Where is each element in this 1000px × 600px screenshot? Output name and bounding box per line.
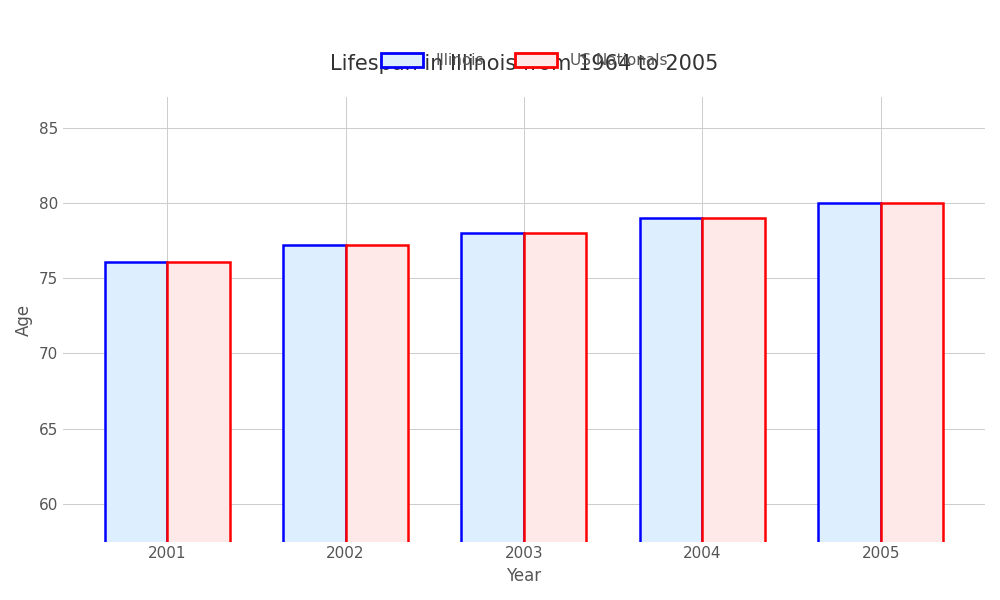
Bar (105, 262, 167, 600)
Bar (167, 262, 230, 600)
Legend: Illinois, US Nationals: Illinois, US Nationals (375, 47, 673, 74)
X-axis label: Year: Year (506, 567, 541, 585)
Bar (640, 218, 702, 600)
Bar (818, 203, 881, 600)
Title: Lifespan in Illinois from 1964 to 2005: Lifespan in Illinois from 1964 to 2005 (330, 53, 718, 74)
Bar (283, 245, 346, 600)
Y-axis label: Age: Age (15, 304, 33, 335)
Bar (524, 233, 586, 600)
Bar (461, 233, 524, 600)
Bar (702, 218, 765, 600)
Bar (881, 203, 943, 600)
Bar (346, 245, 408, 600)
